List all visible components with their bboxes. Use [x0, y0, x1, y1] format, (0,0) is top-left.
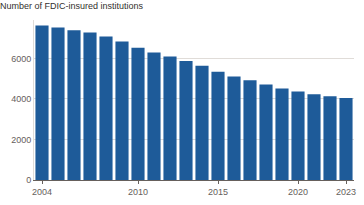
- svg-text:6000: 6000: [11, 54, 31, 64]
- svg-text:2023: 2023: [336, 187, 356, 197]
- svg-text:2020: 2020: [288, 187, 308, 197]
- svg-text:2004: 2004: [32, 187, 52, 197]
- svg-text:Number of FDIC-insured institu: Number of FDIC-insured institutions: [0, 1, 144, 11]
- svg-text:0: 0: [26, 175, 31, 185]
- svg-text:4000: 4000: [11, 94, 31, 104]
- svg-text:2015: 2015: [208, 187, 228, 197]
- svg-text:2000: 2000: [11, 135, 31, 145]
- svg-text:2010: 2010: [128, 187, 148, 197]
